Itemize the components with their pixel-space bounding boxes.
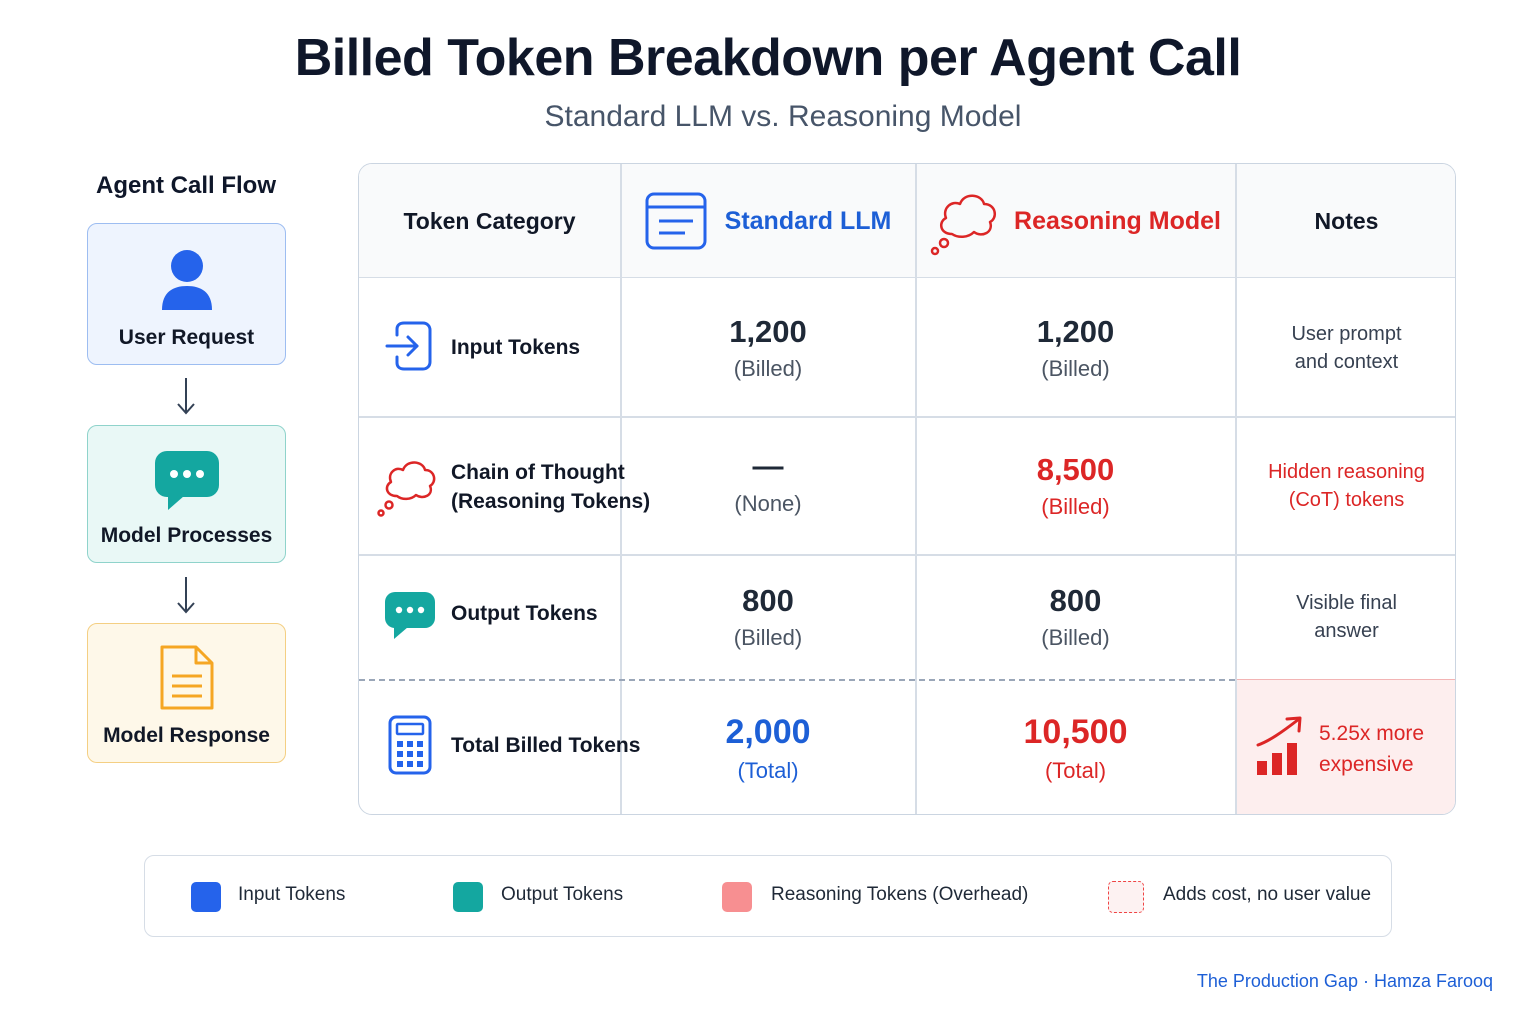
chat-bubble-icon <box>385 592 435 639</box>
value: 2,000 <box>725 713 811 751</box>
header-token-category: Token Category <box>403 207 576 234</box>
row-label-total: Total Billed Tokens <box>451 734 641 757</box>
cell-reasoning-cot: 8,500 (Billed) <box>916 417 1235 554</box>
header-standard-label: Standard LLM <box>724 206 892 235</box>
thought-cloud-icon <box>377 461 436 517</box>
row-label-output: Output Tokens <box>451 602 598 625</box>
flow-step-label: Model Processes <box>100 524 273 547</box>
comparison-table: Token Category Standard LLM Reasoning Mo… <box>358 163 1456 815</box>
cell-reasoning-input: 1,200 (Billed) <box>916 279 1235 416</box>
legend-label-overhead: Adds cost, no user value <box>1163 884 1372 905</box>
header-reasoning-label: Reasoning Model <box>1014 206 1221 235</box>
page-subtitle: Standard LLM vs. Reasoning Model <box>544 100 1022 133</box>
cell-standard-cot: — (None) <box>621 417 915 554</box>
cell-standard-total: 2,000 (Total) <box>621 681 915 814</box>
window-icon <box>645 192 707 250</box>
chat-bubble-icon <box>154 451 219 510</box>
note-total: 5.25x more expensive <box>1319 722 1425 776</box>
value: 800 <box>1049 583 1102 618</box>
flow-step-label: User Request <box>118 326 255 349</box>
input-arrow-icon <box>385 321 432 371</box>
value: 1,200 <box>1036 313 1115 349</box>
legend-label-output: Output Tokens <box>501 884 624 905</box>
legend-swatch-input <box>191 882 221 912</box>
table-header-row <box>359 164 1455 278</box>
note-cot: Hidden reasoning (CoT) tokens <box>1268 460 1425 511</box>
row-label-input: Input Tokens <box>451 336 581 359</box>
total-divider <box>359 679 1235 681</box>
cell-standard-input: 1,200 (Billed) <box>621 279 915 416</box>
document-icon <box>160 645 213 710</box>
credit: The Production Gap · Hamza Farooq <box>1196 971 1493 991</box>
value-sub: (None) <box>734 490 802 516</box>
header-standard-llm: Standard LLM <box>621 164 915 278</box>
legend-label-reasoning: Reasoning Tokens (Overhead) <box>771 884 1029 905</box>
flow-step-model-response: Model Response <box>87 623 286 763</box>
highlight-cell <box>1236 679 1455 814</box>
page-title: Billed Token Breakdown per Agent Call <box>294 29 1242 87</box>
cell-reasoning-output: 800 (Billed) <box>916 555 1235 679</box>
value-sub: (Total) <box>737 758 799 783</box>
legend-swatch-output <box>453 882 483 912</box>
value: 1,200 <box>729 313 807 349</box>
header-reasoning-model: Reasoning Model <box>916 164 1235 278</box>
flow-title: Agent Call Flow <box>96 172 276 199</box>
arrow-down-icon <box>177 577 195 614</box>
cell-standard-output: 800 (Billed) <box>621 555 915 679</box>
note-output: Visible final answer <box>1296 592 1397 642</box>
user-icon <box>161 250 212 310</box>
value-sub: (Billed) <box>733 625 803 650</box>
arrow-down-icon <box>177 378 195 415</box>
flow-step-label: Model Response <box>103 724 270 747</box>
legend-swatch-overhead <box>1108 881 1144 913</box>
value: 800 <box>742 583 794 618</box>
value-sub: (Billed) <box>1041 355 1110 381</box>
flow-step-model-processes: Model Processes <box>87 425 286 563</box>
value: 10,500 <box>1023 713 1128 751</box>
value-sub: (Billed) <box>1041 625 1110 650</box>
legend-swatch-reasoning <box>722 882 752 912</box>
header-notes: Notes <box>1314 207 1379 234</box>
legend: Input Tokens Output Tokens Reasoning Tok… <box>144 855 1392 937</box>
legend-label-input: Input Tokens <box>238 884 346 905</box>
value: 8,500 <box>1036 451 1115 487</box>
note-input: User prompt and context <box>1291 322 1402 373</box>
trending-up-chart-icon <box>1256 716 1302 775</box>
row-label-cot: Chain of Thought (Reasoning Tokens) <box>451 461 651 513</box>
calculator-icon <box>388 715 432 775</box>
flow-step-user-request: User Request <box>87 223 286 365</box>
value-sub: (Billed) <box>733 355 803 381</box>
value-sub: (Total) <box>1044 758 1107 783</box>
cell-reasoning-total: 10,500 (Total) <box>916 681 1235 814</box>
thought-cloud-icon <box>930 194 997 256</box>
value: — <box>752 447 784 483</box>
value-sub: (Billed) <box>1041 493 1110 519</box>
